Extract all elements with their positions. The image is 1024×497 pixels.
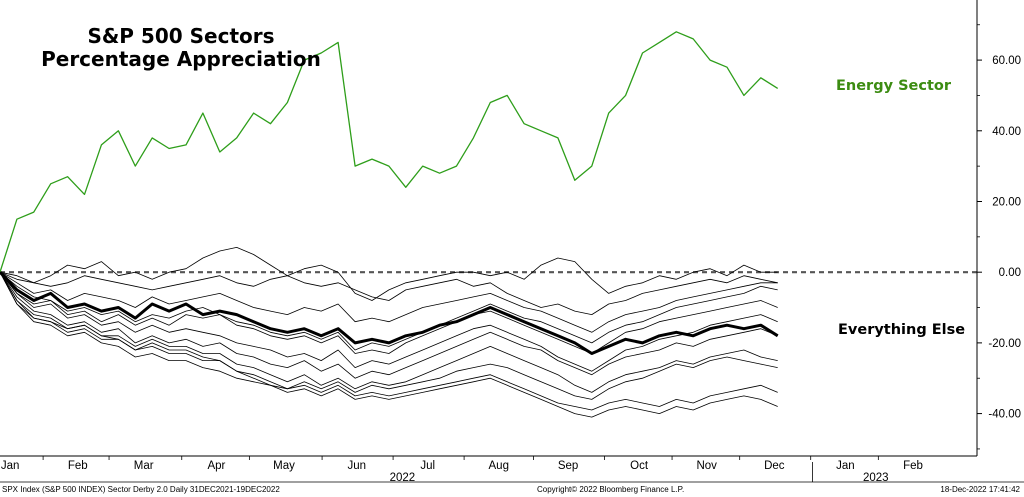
y-tick-label: 40.00 — [992, 126, 1021, 138]
x-month-label: Jun — [347, 460, 366, 472]
series-line-sector-13 — [0, 272, 778, 418]
chart-title-line1: S&P 500 Sectors — [87, 24, 275, 48]
series-line-sector-5 — [0, 271, 778, 333]
y-tick-label: -20.00 — [988, 338, 1021, 350]
footer-copyright: Copyright© 2022 Bloomberg Finance L.P. — [537, 485, 685, 494]
x-month-label: Mar — [134, 460, 154, 472]
chart-title-line2: Percentage Appreciation — [41, 47, 321, 71]
series-line-sector-9 — [0, 271, 778, 379]
series-line-sector-4 — [0, 271, 778, 316]
series-line-sector-8 — [0, 271, 778, 372]
x-month-label: Oct — [630, 460, 649, 472]
x-month-label: Apr — [207, 460, 225, 472]
x-month-label: Jul — [420, 460, 435, 472]
label-everything-else: Everything Else — [838, 322, 965, 338]
footer-source: SPX Index (S&P 500 INDEX) Sector Derby 2… — [2, 485, 280, 494]
x-month-label: Nov — [696, 460, 717, 472]
y-tick-label: 60.00 — [992, 55, 1021, 67]
y-tick-label: 20.00 — [992, 196, 1021, 208]
series-line-energy-sector — [0, 31, 779, 273]
plot-area: Energy Sector Everything Else — [0, 31, 977, 418]
axes: 60.00 40.00 20.00 0.00 -20.00 -40.00 Jan Feb Mar… — [0, 0, 1024, 484]
series-line-sector-10 — [0, 271, 778, 393]
x-month-label: Jan — [1, 460, 20, 472]
series-line-sector-7 — [0, 271, 778, 354]
label-energy-sector: Energy Sector — [836, 78, 952, 94]
x-month-label: Dec — [764, 460, 785, 472]
footer-timestamp: 18-Dec-2022 17:41:42 — [940, 485, 1020, 494]
y-tick-label: -40.00 — [988, 409, 1021, 421]
x-month-label: Aug — [489, 460, 509, 472]
series-line-sector-3 — [0, 246, 778, 301]
x-month-label: Jan — [836, 460, 855, 472]
x-year-label: 2022 — [390, 472, 416, 484]
x-month-label: Feb — [903, 460, 923, 472]
x-year-label: 2023 — [863, 472, 889, 484]
y-tick-label: 0.00 — [999, 267, 1021, 279]
x-month-label: Sep — [558, 460, 578, 472]
series-line-everything-else — [0, 271, 779, 355]
series-line-sector-6 — [0, 271, 778, 351]
series-line-sector-12 — [0, 272, 778, 411]
x-month-label: Feb — [68, 460, 88, 472]
x-month-label: May — [273, 460, 295, 472]
